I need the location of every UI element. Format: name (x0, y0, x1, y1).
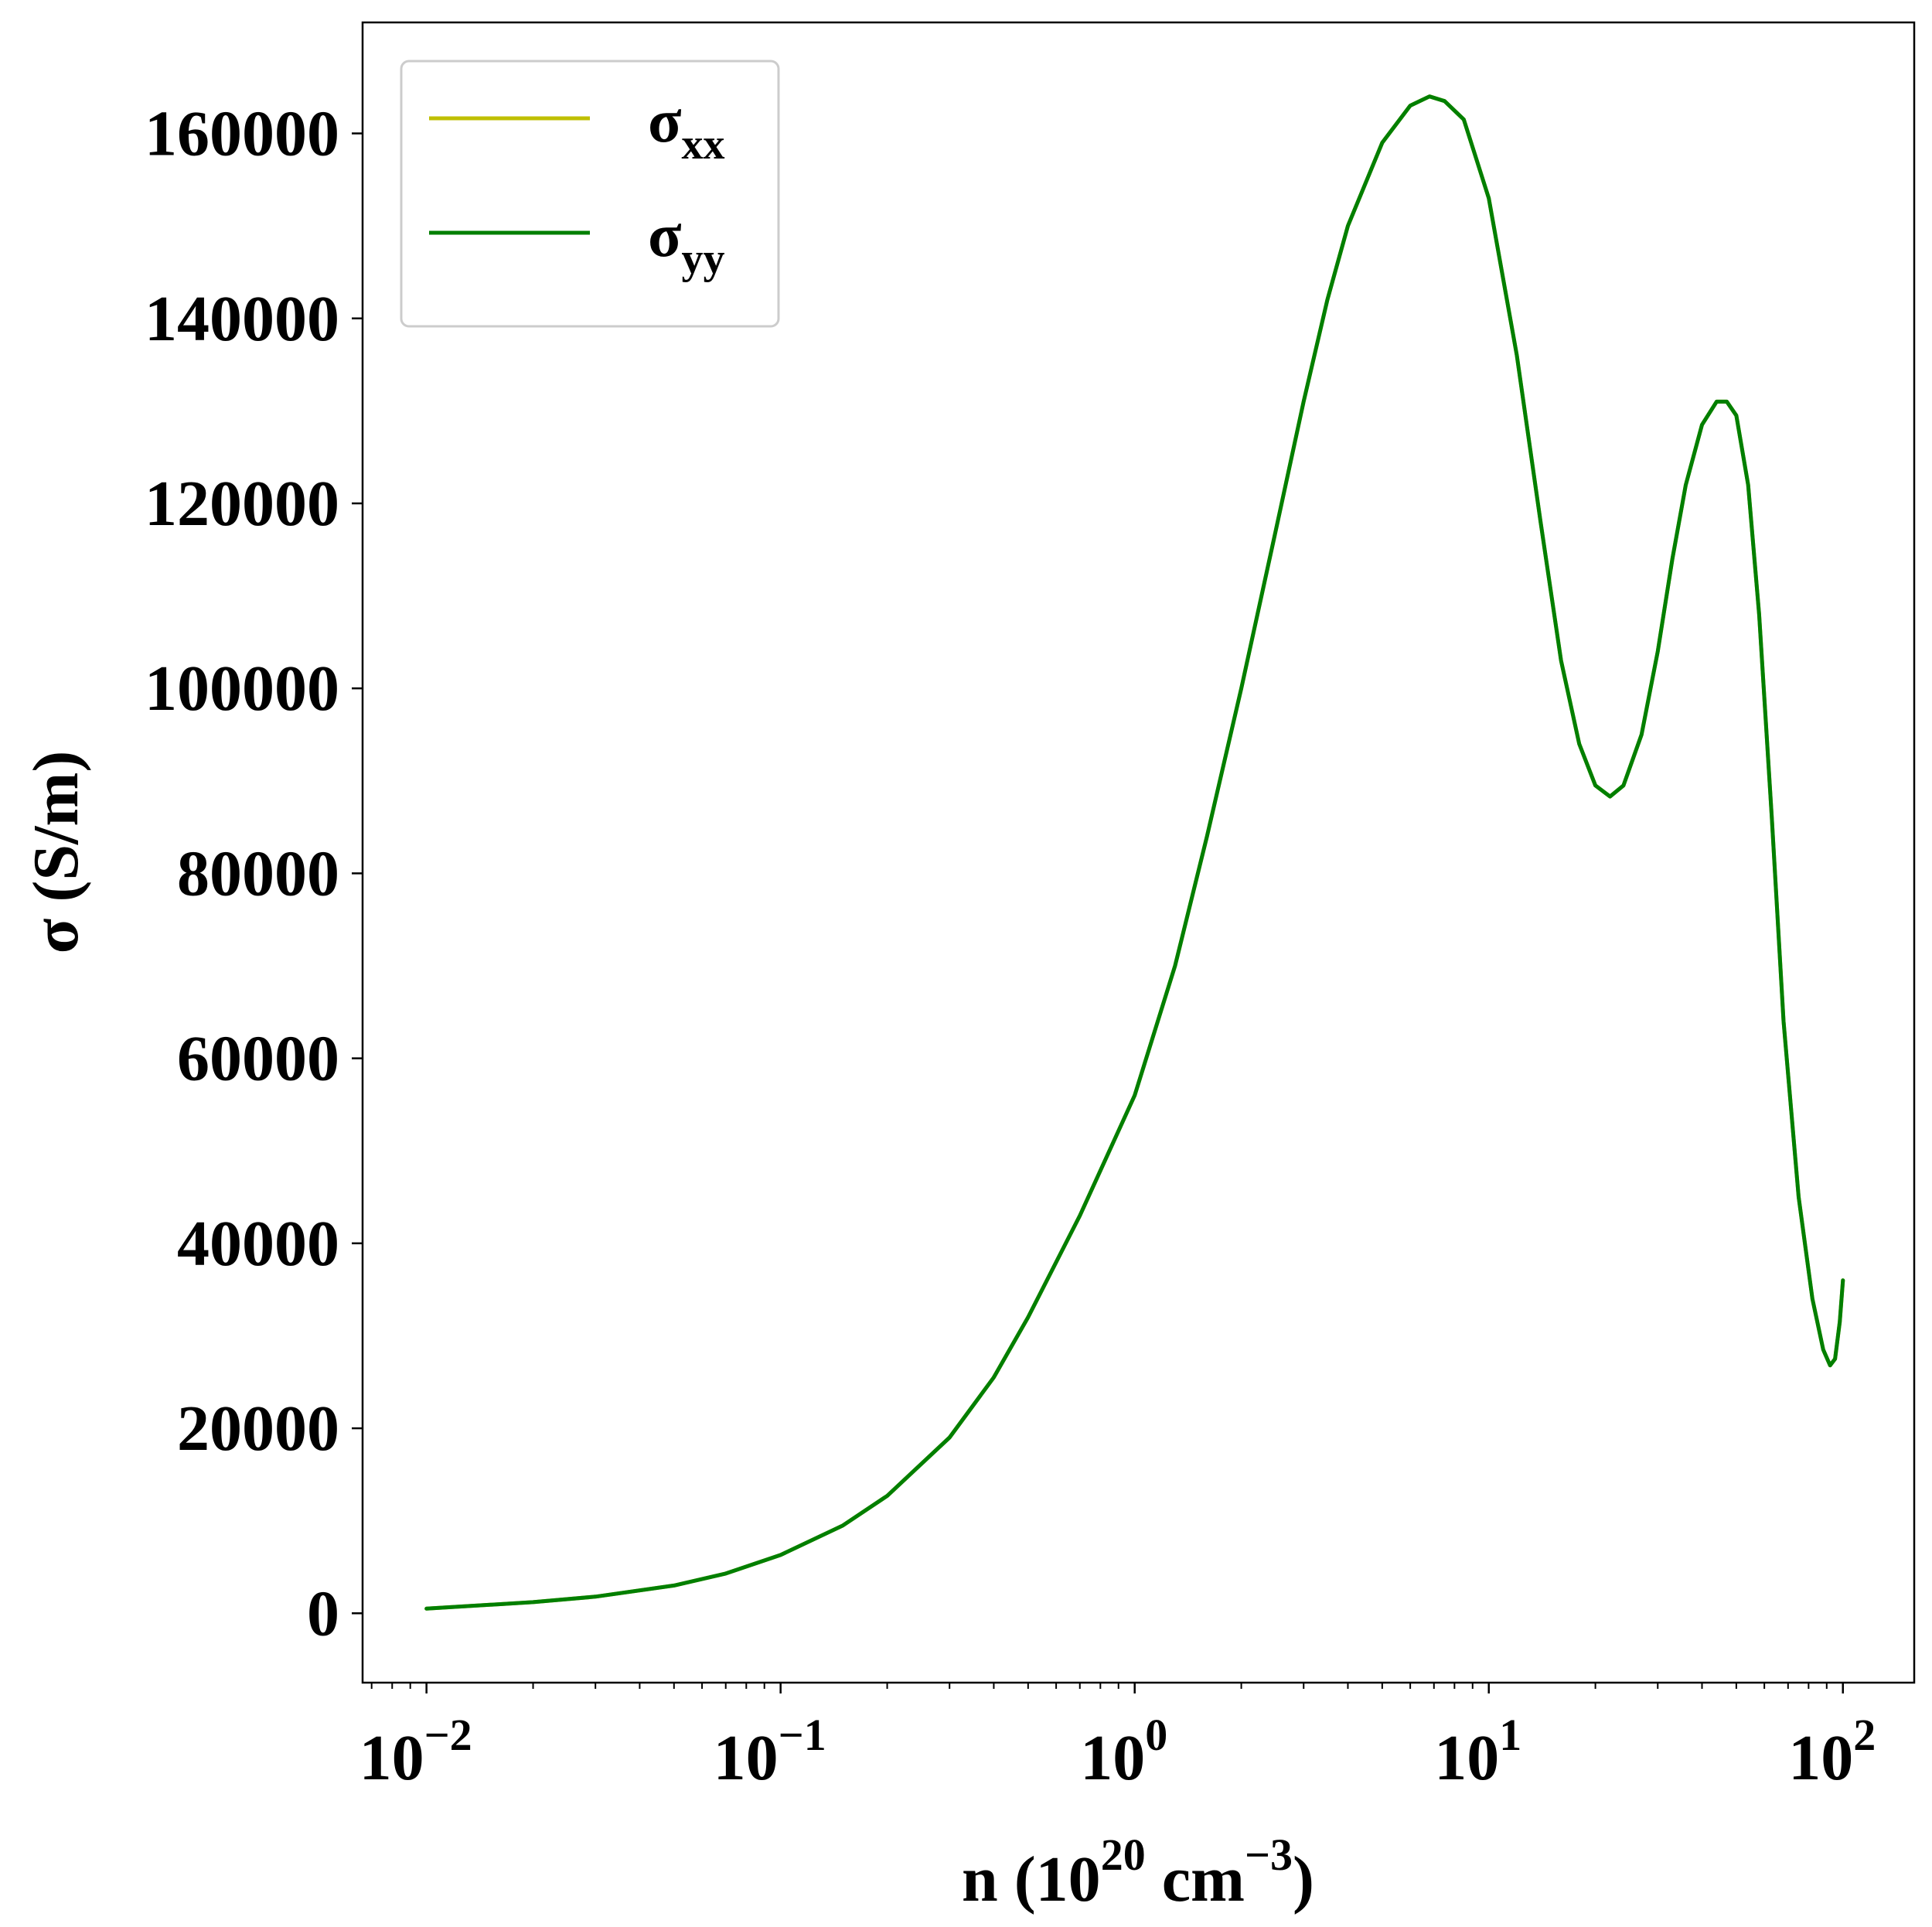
legend-label-sigma-yy: σyy (648, 202, 725, 283)
x-tick-label: 10−2 (359, 1710, 472, 1794)
legend-label-sigma-xx-main: σ (648, 87, 682, 155)
y-axis-label: σ (S/m) (20, 751, 92, 954)
plot-frame (361, 21, 1916, 1684)
y-tick-label: 20000 (177, 1393, 339, 1465)
y-tick-label: 120000 (145, 468, 339, 540)
x-tick-label-base: 10 (359, 1722, 424, 1794)
y-tick-label: 80000 (177, 837, 339, 909)
legend: σxx σyy (400, 60, 780, 328)
x-tick-label-exponent: 2 (1853, 1710, 1876, 1760)
legend-label-sigma-xx: σxx (648, 87, 725, 169)
y-tick-label: 60000 (177, 1023, 339, 1095)
x-tick-label-exponent: −1 (779, 1710, 826, 1760)
x-tick-label: 102 (1788, 1710, 1876, 1794)
y-tick-label: 40000 (177, 1208, 339, 1280)
y-tick-label: 160000 (145, 98, 339, 170)
x-tick-label-base: 10 (1788, 1722, 1853, 1794)
x-tick-label-exponent: 1 (1499, 1710, 1521, 1760)
ticks: 0 20000 40000 60000 80000 100000 120000 140000 1… (145, 98, 1876, 1794)
y-tick-label: 0 (307, 1577, 339, 1649)
legend-label-sigma-xx-sub: xx (682, 121, 725, 169)
x-tick-label-base: 10 (1434, 1722, 1499, 1794)
x-tick-label: 10−1 (714, 1710, 826, 1794)
legend-label-sigma-yy-sub: yy (682, 235, 725, 283)
x-axis-label-post: ) (1293, 1843, 1314, 1915)
x-axis-label-pre: n (10 (962, 1843, 1101, 1915)
x-axis-label-sup2: −3 (1245, 1830, 1293, 1880)
x-tick-label-base: 10 (1080, 1722, 1145, 1794)
x-axis-label: n (1020 cm−3) (962, 1830, 1314, 1915)
legend-frame (400, 60, 780, 328)
x-tick-label: 101 (1434, 1710, 1521, 1794)
y-tick-label: 100000 (145, 653, 339, 725)
x-tick-label-exponent: −2 (424, 1710, 472, 1760)
y-tick-label: 140000 (145, 283, 339, 355)
series-line-yy (424, 94, 1845, 1611)
series (424, 94, 1845, 1611)
x-tick-label-exponent: 0 (1145, 1710, 1167, 1760)
x-axis-label-mid: cm (1146, 1843, 1245, 1915)
legend-label-sigma-yy-main: σ (648, 202, 682, 270)
x-tick-label-base: 10 (714, 1722, 779, 1794)
x-axis-label-sup1: 20 (1101, 1830, 1146, 1880)
x-tick-label: 100 (1080, 1710, 1167, 1794)
